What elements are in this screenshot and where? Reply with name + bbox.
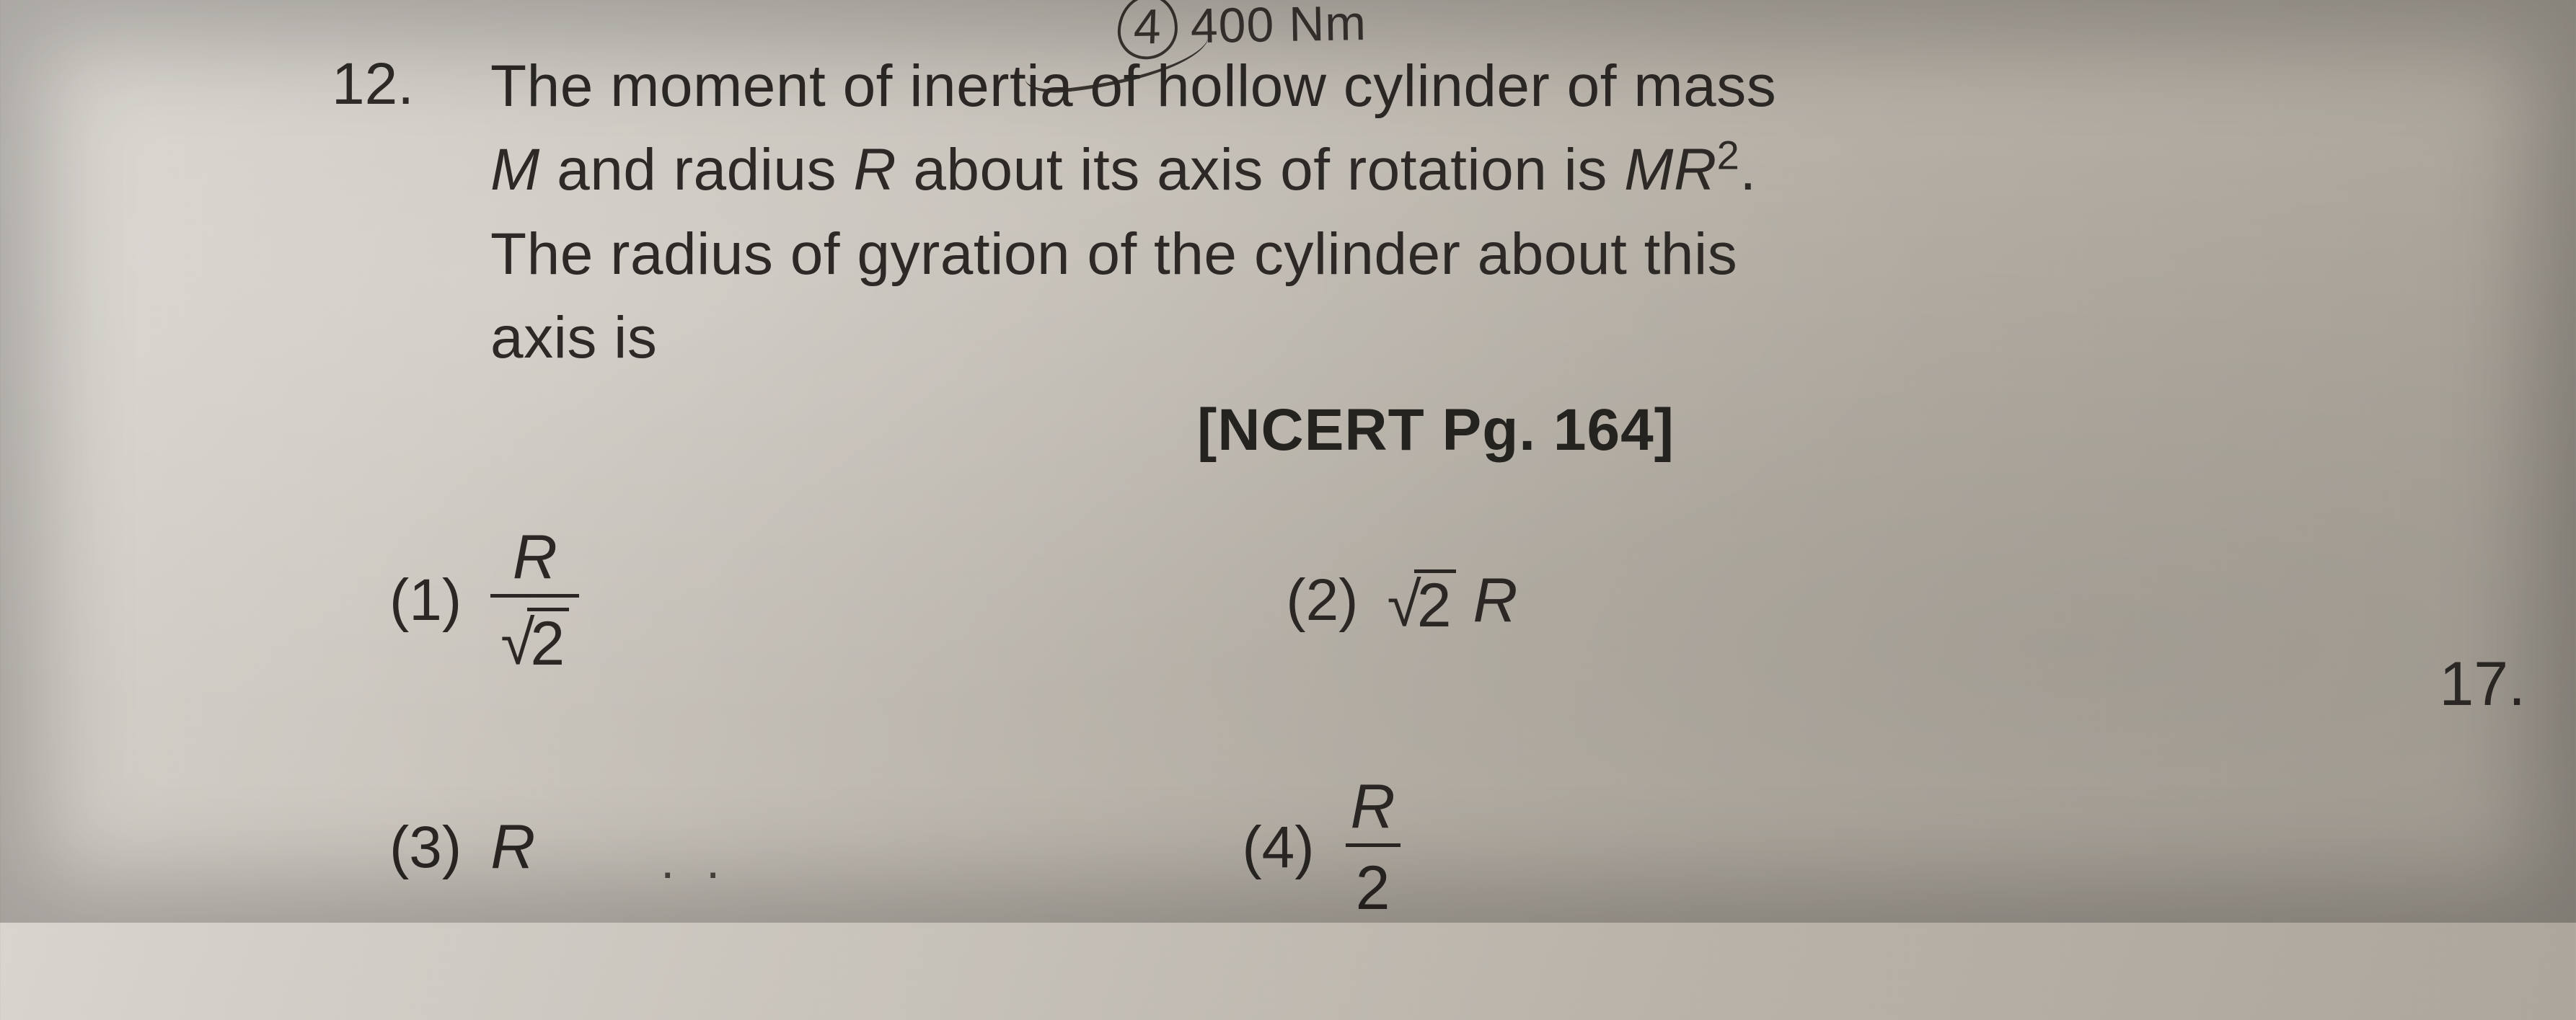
option-2-value: √ 2 R [1387,565,1517,637]
option-3-label: (3) [389,814,462,882]
option-2-sqrt: √ 2 [1387,569,1455,637]
sqrt-symbol-icon: √ [1387,574,1421,636]
var-m: M [490,137,540,203]
question-line-2: M and radius R about its axis of rotatio… [490,128,2063,212]
option-3: (3) R [389,812,535,883]
next-question-number: 17. [2439,649,2526,720]
sqrt-symbol-icon: √ [500,612,534,674]
var-r: R [853,137,896,203]
question-line-3: The radius of gyration of the cylinder a… [490,213,2063,296]
option-1-label: (1) [389,567,462,634]
question-line-1: The moment of inertia of hollow cylinder… [490,45,2063,128]
stray-dots: . . [661,832,728,890]
question-number: 12. [332,50,414,118]
option-1-denominator: √ 2 [490,594,579,675]
option-4-label: (4) [1242,814,1314,882]
option-2-label: (2) [1286,567,1358,634]
question-line-4: axis is [490,296,2063,380]
text-and-radius: and radius [540,137,854,203]
option-1-numerator: R [506,526,565,594]
options-block: (1) R √ 2 (2) √ 2 [389,526,1976,1020]
period: . [1739,137,1756,203]
option-4-numerator: R [1344,776,1403,843]
option-2: (2) √ 2 R [1286,565,1517,637]
option-2-after: R [1456,566,1518,635]
option-4: (4) R 2 [1242,776,1402,919]
superscript-2: 2 [1717,133,1740,178]
page: 4400 Nm 12. The moment of inertia of hol… [0,0,2576,923]
option-4-fraction: R 2 [1344,776,1403,919]
question-text: The moment of inertia of hollow cylinder… [490,45,2063,381]
options-row-2: (3) R (4) R 2 [389,776,1976,919]
option-1-fraction: R √ 2 [490,526,579,675]
option-1: (1) R √ 2 [389,526,579,675]
option-1-sqrt: √ 2 [500,608,569,675]
text-about-axis: about its axis of rotation is [896,137,1624,203]
var-mr: MR [1624,137,1717,203]
option-4-denominator: 2 [1346,843,1401,919]
options-row-1: (1) R √ 2 (2) √ 2 [389,526,1976,675]
ncert-reference: [NCERT Pg. 164] [1197,396,1675,464]
option-3-value: R [490,812,535,883]
